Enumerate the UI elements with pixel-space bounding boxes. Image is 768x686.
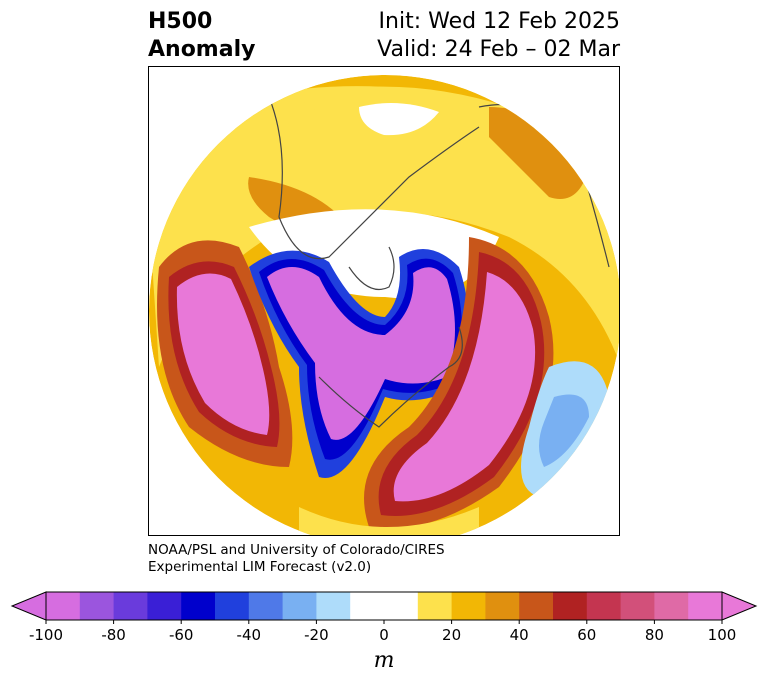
- credit-text: NOAA/PSL and University of Colorado/CIRE…: [148, 542, 445, 576]
- colorbar-tick-label: 60: [577, 626, 597, 644]
- colorbar-cell: [384, 592, 419, 620]
- colorbar-cell: [181, 592, 216, 620]
- map-panel: [148, 66, 620, 536]
- atlantic-ridge-core: [393, 272, 536, 502]
- colorbar-cell: [113, 592, 148, 620]
- colorbar-tick-label: 0: [379, 626, 389, 644]
- colorbar-cell: [586, 592, 622, 620]
- colorbar-cell: [688, 592, 723, 620]
- atlantic-negative-core: [539, 394, 589, 467]
- colorbar-cell: [553, 592, 588, 620]
- variable-subtitle: Anomaly: [148, 37, 256, 62]
- colorbar-cell: [417, 592, 453, 620]
- colorbar-cell: [147, 592, 182, 620]
- colorbar-tick-label: 40: [509, 626, 529, 644]
- variable-title: H500: [148, 9, 213, 34]
- colorbar-tick-label: -40: [236, 626, 262, 644]
- colorbar-cell: [350, 592, 385, 620]
- colorbar-cell: [620, 592, 655, 620]
- valid-range: Valid: 24 Feb – 02 Mar: [377, 37, 620, 62]
- light-yellow-band: [149, 86, 619, 367]
- colorbar-tick-label: -100: [28, 626, 64, 644]
- pacific-ridge-core: [176, 273, 270, 435]
- colorbar-cell: [485, 592, 520, 620]
- colorbar-cell: [215, 592, 250, 620]
- credit-line-2: Experimental LIM Forecast (v2.0): [148, 559, 372, 575]
- white-patch-north: [359, 103, 439, 136]
- orange-patch-ne: [489, 107, 589, 199]
- colorbar-cell: [46, 592, 81, 620]
- title-right: Init: Wed 12 Feb 2025 Valid: 24 Feb – 02…: [377, 8, 620, 64]
- colorbar-cells: [10, 591, 758, 624]
- colorbar: [10, 591, 758, 624]
- colorbar-tick-label: 80: [644, 626, 664, 644]
- colorbar-tick-label: -80: [101, 626, 126, 644]
- colorbar-cell: [519, 592, 554, 620]
- colorbar-cell: [248, 592, 284, 620]
- colorbar-cell: [79, 592, 115, 620]
- colorbar-extend-low: [10, 591, 47, 621]
- colorbar-cell: [451, 592, 486, 620]
- southern-yellow-fringe: [299, 507, 479, 535]
- colorbar-cell: [654, 592, 689, 620]
- colorbar-tick-label: 20: [442, 626, 462, 644]
- colorbar-extend-high: [721, 591, 758, 621]
- colorbar-label: m: [373, 648, 395, 673]
- anomaly-map: [149, 75, 619, 535]
- colorbar-tick-label: 100: [707, 626, 737, 644]
- colorbar-cell: [282, 592, 317, 620]
- title-left: H500 Anomaly: [148, 8, 255, 64]
- colorbar-tick-label: -20: [304, 626, 329, 644]
- trough-core: [267, 267, 455, 440]
- init-date: Init: Wed 12 Feb 2025: [378, 9, 620, 34]
- colorbar-cell: [316, 592, 351, 620]
- credit-line-1: NOAA/PSL and University of Colorado/CIRE…: [148, 542, 445, 558]
- colorbar-tick-label: -60: [168, 626, 194, 644]
